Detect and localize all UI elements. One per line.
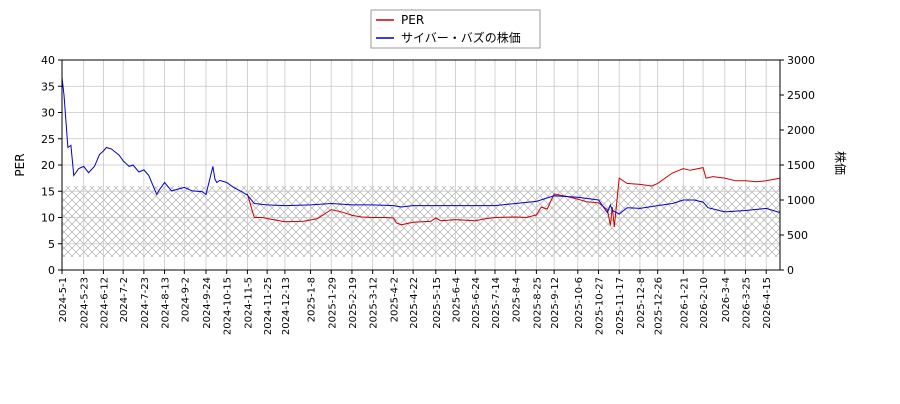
x-tick-label: 2024-5-1: [58, 277, 69, 322]
x-tick-label: 2025-10-6: [574, 277, 585, 329]
legend-box: [370, 9, 541, 49]
y-left-tick-label: 35: [41, 80, 55, 93]
y-left-tick-label: 25: [41, 133, 55, 146]
x-tick-label: 2025-8-25: [532, 277, 543, 329]
series-line-stock-price: [61, 77, 781, 215]
x-tick-label: 2025-1-8: [307, 277, 318, 322]
y-left-tick-label: 15: [41, 185, 55, 198]
y-right-tick-label: 2500: [787, 89, 815, 102]
x-tick-label: 2024-7-2: [119, 277, 130, 322]
x-tick-label: 2024-5-23: [80, 277, 91, 329]
y-left-tick-label: 20: [41, 159, 55, 172]
y-left-tick-label: 40: [41, 54, 55, 67]
y-left-axis-label: PER: [13, 153, 27, 176]
x-tick-label: 2024-8-13: [161, 277, 172, 329]
y-right-tick-label: 1000: [787, 194, 815, 207]
x-tick-label: 2024-11-5: [243, 277, 254, 329]
y-right-axis-label: 株価: [833, 151, 848, 175]
x-tick-label: 2025-6-4: [452, 277, 463, 322]
x-tick-label: 2024-12-13: [281, 277, 292, 335]
x-tick-label: 2025-5-15: [432, 277, 443, 329]
x-tick-label: 2025-9-12: [550, 277, 561, 329]
y-right-tick-label: 1500: [787, 159, 815, 172]
x-tick-label: 2025-12-26: [654, 277, 665, 335]
x-tick-label: 2025-8-4: [512, 277, 523, 322]
x-tick-label: 2025-4-22: [409, 277, 420, 329]
x-tick-label: 2024-10-15: [223, 277, 234, 335]
legend-label-per: PER: [401, 13, 424, 27]
x-tick-label: 2024-7-23: [140, 277, 151, 329]
x-tick-label: 2025-12-8: [636, 277, 647, 329]
x-tick-label: 2025-1-29: [327, 277, 338, 329]
x-tick-label: 2025-6-24: [471, 277, 482, 329]
x-tick-label: 2026-3-25: [741, 277, 752, 329]
legend-label-stock-price: サイバー・バズの株価: [401, 30, 521, 45]
y-left-tick-label: 10: [41, 212, 55, 225]
x-tick-label: 2025-4-2: [389, 277, 400, 322]
y-left-tick-label: 5: [48, 238, 55, 251]
x-tick-label: 2025-10-27: [595, 277, 606, 335]
x-tick-label: 2025-7-14: [491, 277, 502, 329]
y-right-tick-label: 0: [787, 264, 794, 277]
x-tick-label: 2024-11-25: [263, 277, 274, 335]
x-tick-label: 2024-9-2: [180, 277, 191, 322]
x-tick-label: 2024-9-24: [202, 277, 213, 329]
y-right-tick-label: 2000: [787, 124, 815, 137]
x-tick-label: 2025-11-17: [615, 277, 626, 335]
series-line-per: [246, 167, 781, 227]
y-left-tick-label: 30: [41, 107, 55, 120]
x-tick-label: 2026-1-21: [679, 277, 690, 329]
y-right-tick-label: 3000: [787, 54, 815, 67]
x-tick-label: 2025-3-12: [369, 277, 380, 329]
x-tick-label: 2026-4-15: [762, 277, 773, 329]
y-left-tick-label: 0: [48, 264, 55, 277]
x-tick-label: 2025-2-19: [348, 277, 359, 329]
x-tick-label: 2026-3-4: [721, 277, 732, 322]
x-tick-label: 2024-6-12: [99, 277, 110, 329]
y-right-tick-label: 500: [787, 229, 808, 242]
x-tick-label: 2026-2-10: [699, 277, 710, 329]
